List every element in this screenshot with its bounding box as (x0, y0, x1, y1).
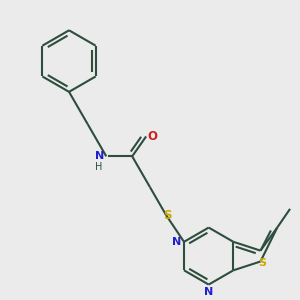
Text: N: N (172, 237, 182, 247)
Text: N: N (204, 287, 213, 297)
Text: N: N (94, 152, 104, 161)
Text: S: S (258, 258, 266, 268)
Text: H: H (95, 162, 103, 172)
Text: O: O (147, 130, 157, 143)
Text: S: S (163, 209, 171, 222)
